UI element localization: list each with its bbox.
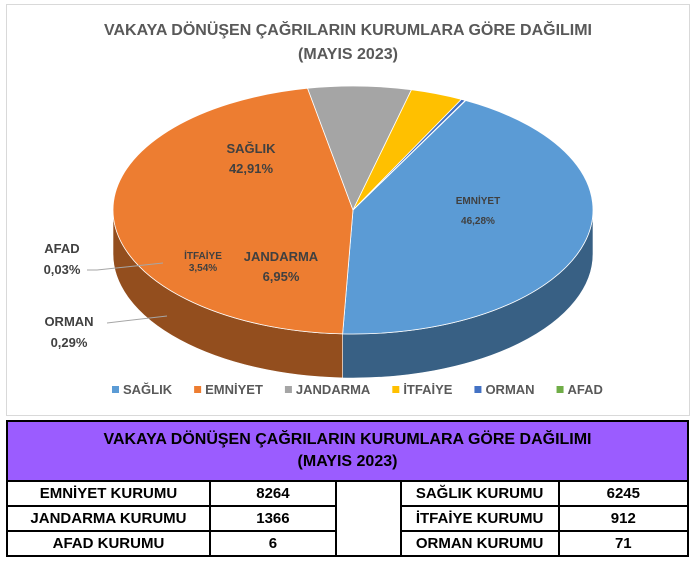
row-name: İTFAİYE KURUMU <box>399 505 560 533</box>
row-value: 1366 <box>208 505 337 533</box>
summary-table: VAKAYA DÖNÜŞEN ÇAĞRILARIN KURUMLARA GÖRE… <box>6 419 690 557</box>
data-label-value: 3,54% <box>189 263 217 274</box>
pie-chart: VAKAYA DÖNÜŞEN ÇAĞRILARIN KURUMLARA GÖRE… <box>44 20 603 397</box>
legend-item: İTFAİYE <box>392 382 453 397</box>
chart-legend: SAĞLIK EMNİYET JANDARMA İTFAİYE ORMAN AFAD <box>112 382 603 397</box>
legend-swatch <box>284 386 292 393</box>
pie-slice <box>342 100 594 335</box>
table-row: JANDARMA KURUMU 1366 İTFAİYE KURUMU 912 <box>6 505 690 533</box>
data-label-value: 46,28% <box>461 216 495 227</box>
row-value: 6 <box>208 530 337 557</box>
legend-label: EMNİYET <box>205 382 263 397</box>
table-subtitle: (MAYIS 2023) <box>297 453 398 471</box>
data-label-name: EMNİYET <box>456 194 500 207</box>
legend-item: AFAD <box>556 382 603 397</box>
legend-label: İTFAİYE <box>403 382 452 397</box>
legend-label: ORMAN <box>485 382 534 397</box>
legend-item: EMNİYET <box>194 382 263 397</box>
data-label-name: JANDARMA <box>244 249 319 264</box>
data-label-value: 6,95% <box>263 269 300 284</box>
row-value: 8264 <box>208 480 337 508</box>
pie-slice <box>112 87 354 335</box>
legend-swatch <box>194 386 202 393</box>
data-label-value: 0,29% <box>51 335 88 350</box>
chart-subtitle: (MAYIS 2023) <box>298 46 398 63</box>
leader-line <box>106 315 168 324</box>
chart-title: VAKAYA DÖNÜŞEN ÇAĞRILARIN KURUMLARA GÖRE… <box>104 20 592 39</box>
row-value: 912 <box>557 505 690 533</box>
table-spacer <box>334 480 402 557</box>
pie-slice <box>306 85 413 212</box>
row-name: ORMAN KURUMU <box>399 530 560 557</box>
row-name: EMNİYET KURUMU <box>6 480 211 508</box>
data-label-name: İTFAİYE <box>184 249 222 262</box>
legend-label: JANDARMA <box>296 382 371 397</box>
pie-slice <box>352 99 467 211</box>
row-name: SAĞLIK KURUMU <box>399 480 560 508</box>
legend-item: JANDARMA <box>284 382 371 397</box>
legend-label: AFAD <box>568 382 603 397</box>
chart-panel: VAKAYA DÖNÜŞEN ÇAĞRILARIN KURUMLARA GÖRE… <box>6 4 690 416</box>
data-label-name: AFAD <box>44 241 79 256</box>
row-value: 71 <box>557 530 690 557</box>
data-label-name: SAĞLIK <box>226 141 276 156</box>
legend-swatch <box>474 386 482 393</box>
legend-item: ORMAN <box>474 382 535 397</box>
data-label-name: ORMAN <box>44 314 93 329</box>
table-header: VAKAYA DÖNÜŞEN ÇAĞRILARIN KURUMLARA GÖRE… <box>6 419 689 483</box>
legend-item: SAĞLIK <box>112 382 173 397</box>
data-label-value: 42,91% <box>229 161 274 176</box>
data-label-value: 0,03% <box>44 262 81 277</box>
legend-label: SAĞLIK <box>123 382 173 397</box>
table-title: VAKAYA DÖNÜŞEN ÇAĞRILARIN KURUMLARA GÖRE… <box>103 431 592 449</box>
legend-swatch <box>556 386 564 393</box>
leader-line <box>87 262 164 271</box>
table-row: AFAD KURUMU 6 ORMAN KURUMU 71 <box>6 530 690 557</box>
row-name: AFAD KURUMU <box>6 530 211 557</box>
row-name: JANDARMA KURUMU <box>6 505 211 533</box>
legend-swatch <box>392 386 400 393</box>
table-row: EMNİYET KURUMU 8264 SAĞLIK KURUMU 6245 <box>6 480 690 557</box>
row-value: 6245 <box>557 480 690 508</box>
legend-swatch <box>112 386 119 393</box>
